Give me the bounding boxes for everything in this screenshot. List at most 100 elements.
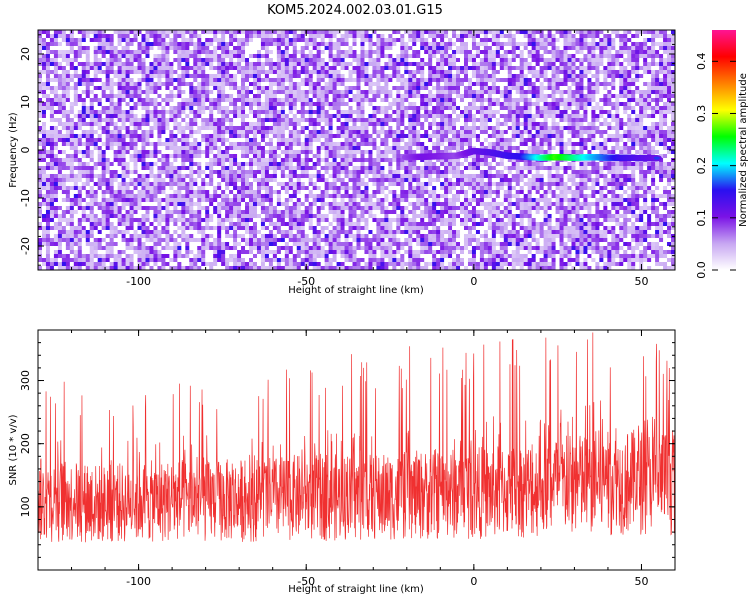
heatmap-cell (141, 98, 146, 103)
heatmap-cell (639, 78, 644, 83)
heatmap-cell (85, 66, 91, 71)
heatmap-cell (627, 66, 632, 71)
heatmap-cell (392, 150, 397, 155)
heatmap-cell (256, 38, 262, 43)
heatmap-cell (511, 74, 517, 79)
heatmap-cell (185, 42, 190, 47)
heatmap-cell (487, 74, 493, 79)
heatmap-cell (149, 34, 154, 39)
heatmap-cell (69, 142, 75, 147)
heatmap-cell (45, 34, 51, 39)
heatmap-cell (260, 30, 266, 35)
heatmap-cell (444, 114, 449, 119)
heatmap-cell (133, 42, 138, 47)
heatmap-cell (619, 138, 624, 143)
heatmap-cell (328, 30, 334, 35)
heatmap-cell (201, 86, 206, 91)
heatmap-cell (61, 130, 67, 135)
heatmap-cell (372, 46, 377, 51)
heatmap-cell (559, 34, 564, 39)
heatmap-cell (551, 150, 556, 155)
heatmap-cell (229, 38, 234, 43)
heatmap-cell (241, 78, 246, 83)
heatmap-cell (268, 90, 274, 95)
heatmap-cell (77, 134, 83, 139)
heatmap-cell (591, 146, 596, 151)
heatmap-cell (571, 130, 576, 135)
heatmap-cell (523, 66, 529, 71)
heatmap-cell (45, 106, 51, 111)
heatmap-cell (280, 58, 286, 63)
heatmap-cell (340, 66, 345, 71)
heatmap-cell (336, 38, 341, 43)
heatmap-cell (456, 82, 461, 87)
heatmap-cell (639, 110, 644, 115)
heatmap-cell (591, 90, 596, 95)
heatmap-cell (157, 98, 162, 103)
heatmap-cell (452, 126, 457, 131)
heatmap-cell (209, 82, 214, 87)
heatmap-cell (376, 74, 381, 79)
heatmap-cell (121, 102, 126, 107)
heatmap-cell (217, 46, 222, 51)
heatmap-cell (639, 54, 644, 59)
heatmap-cell (404, 98, 409, 103)
heatmap-cell (185, 102, 190, 107)
heatmap-cell (332, 50, 337, 55)
heatmap-cell (475, 90, 481, 95)
heatmap-cell (320, 78, 326, 83)
heatmap-cell (527, 90, 533, 95)
heatmap-cell (416, 102, 421, 107)
heatmap-cell (663, 82, 668, 87)
heatmap-cell (189, 146, 194, 151)
heatmap-cell (141, 130, 146, 135)
heatmap-cell (499, 86, 505, 91)
heatmap-cell (463, 34, 469, 39)
heatmap-cell (328, 86, 334, 91)
heatmap-cell (41, 46, 47, 51)
heatmap-cell (169, 70, 174, 75)
heatmap-cell (201, 90, 206, 95)
heatmap-cell (428, 110, 433, 115)
heatmap-cell (440, 102, 445, 107)
heatmap-cell (233, 34, 238, 39)
heatmap-cell (169, 42, 174, 47)
heatmap-cell (491, 74, 497, 79)
heatmap-cell (296, 74, 302, 79)
heatmap-cell (607, 94, 612, 99)
heatmap-cell (197, 122, 202, 127)
heatmap-cell (579, 94, 584, 99)
heatmap-cell (491, 86, 497, 91)
heatmap-cell (511, 106, 517, 111)
heatmap-cell (237, 38, 242, 43)
heatmap-cell (189, 78, 194, 83)
heatmap-cell (157, 74, 162, 79)
heatmap-cell (523, 94, 529, 99)
heatmap-cell (125, 130, 130, 135)
heatmap-cell (193, 46, 198, 51)
heatmap-cell (651, 34, 656, 39)
heatmap-cell (487, 38, 493, 43)
heatmap-cell (627, 134, 632, 139)
heatmap-cell (380, 118, 385, 123)
heatmap-cell (292, 98, 298, 103)
heatmap-cell (272, 110, 278, 115)
heatmap-cell (300, 74, 306, 79)
heatmap-cell (316, 66, 322, 71)
heatmap-cell (647, 110, 652, 115)
heatmap-cell (503, 86, 509, 91)
heatmap-cell (113, 114, 119, 119)
heatmap-cell (384, 122, 389, 127)
heatmap-cell (404, 134, 409, 139)
heatmap-cell (611, 150, 616, 155)
heatmap-cell (583, 74, 588, 79)
heatmap-cell (101, 110, 107, 115)
heatmap-cell (217, 90, 222, 95)
heatmap-cell (444, 146, 449, 151)
heatmap-cell (452, 78, 457, 83)
heatmap-cell (340, 118, 345, 123)
heatmap-cell (237, 82, 242, 87)
heatmap-cell (571, 34, 576, 39)
heatmap-cell (659, 134, 664, 139)
heatmap-cell (77, 86, 83, 91)
